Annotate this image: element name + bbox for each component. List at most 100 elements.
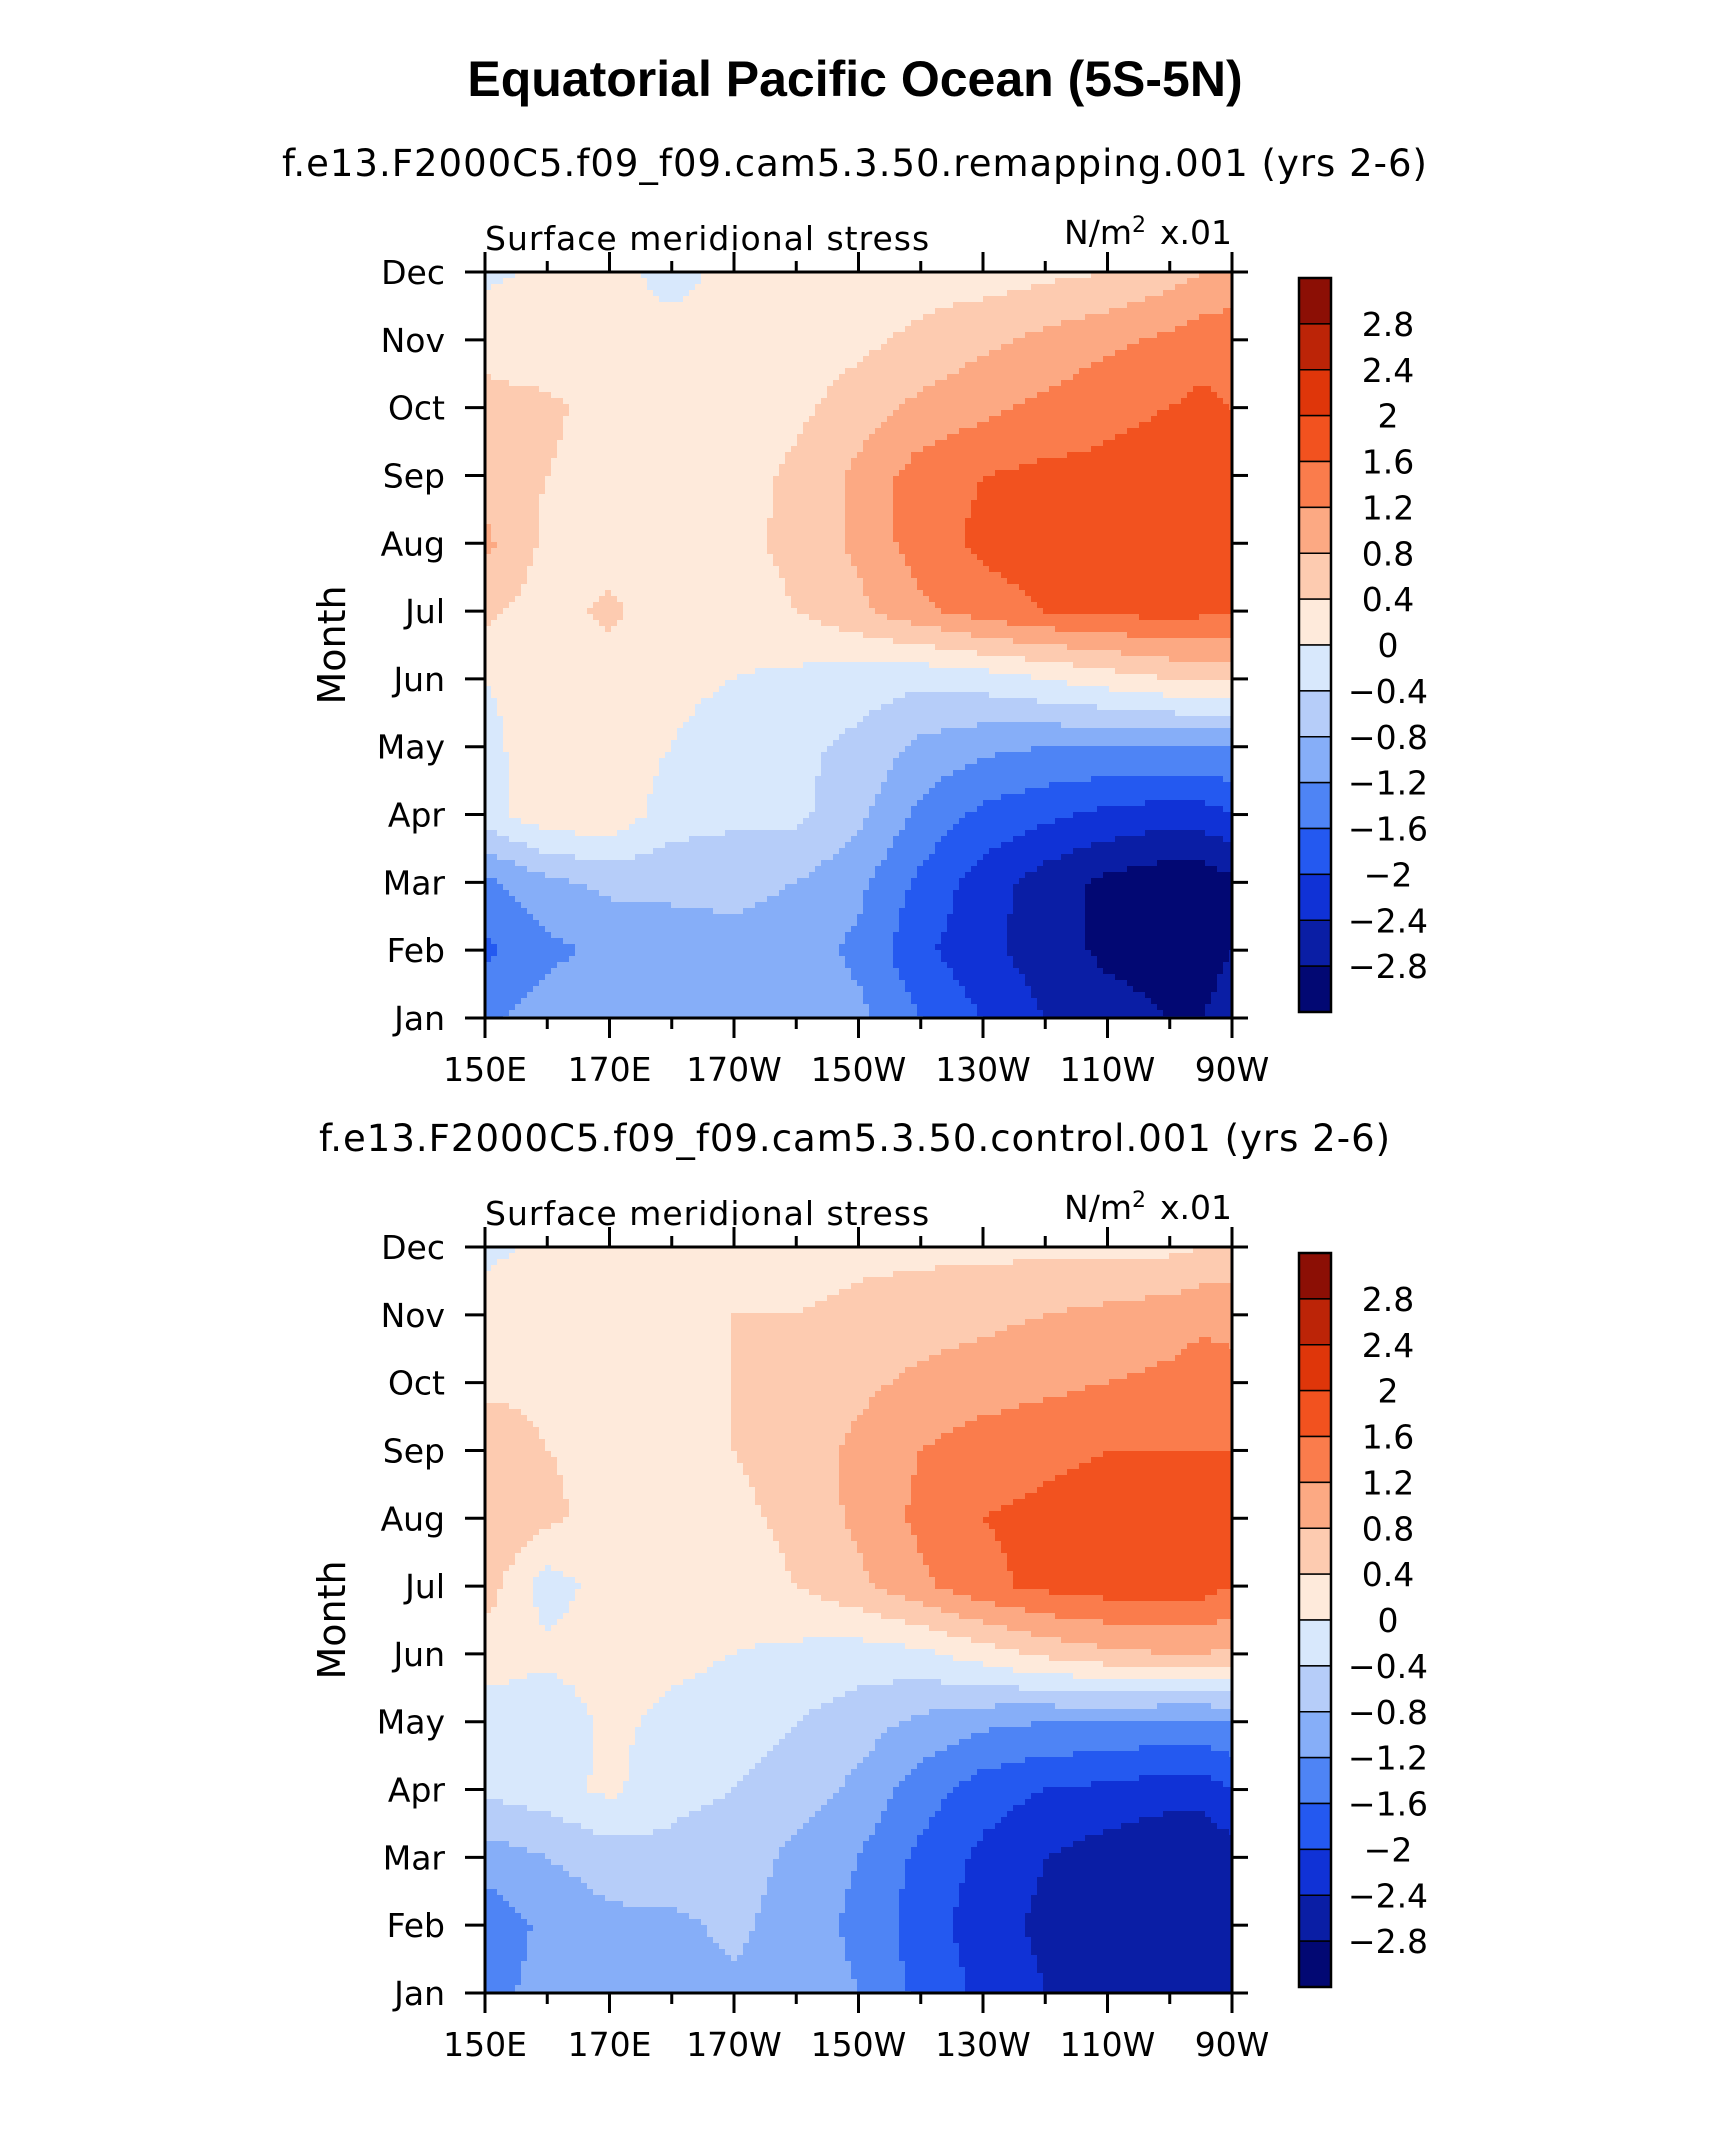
- heatmap-cell-22-97: [1067, 404, 1074, 411]
- heatmap-cell-39-71: [911, 506, 918, 513]
- heatmap-cell-11-71: [911, 338, 918, 345]
- heatmap-cell-38-107: [1127, 500, 1134, 507]
- heatmap-cell-14-44: [749, 356, 756, 363]
- heatmap-cell-16-39: [719, 368, 726, 375]
- heatmap-cell-13-47: [767, 350, 774, 357]
- heatmap-cell-27-26: [641, 434, 648, 441]
- heatmap-cell-0-31: [671, 272, 678, 279]
- heatmap-cell-36-7: [527, 488, 534, 495]
- heatmap-cell-24-5: [515, 416, 522, 423]
- heatmap-cell-1-71: [911, 278, 918, 285]
- heatmap-cell-28-6: [521, 440, 528, 447]
- heatmap-cell-22-49: [779, 404, 786, 411]
- heatmap-cell-34-15: [575, 476, 582, 483]
- heatmap-cell-18-105: [1115, 380, 1122, 387]
- heatmap-cell-39-25: [635, 506, 642, 513]
- heatmap-cell-4-99: [1079, 296, 1086, 303]
- heatmap-cell-9-53: [803, 326, 810, 333]
- heatmap-cell-7-56: [821, 314, 828, 321]
- heatmap-cell-32-12: [557, 464, 564, 471]
- heatmap-cell-39-67: [887, 506, 894, 513]
- heatmap-cell-10-65: [875, 332, 882, 339]
- heatmap-cell-7-60: [845, 314, 852, 321]
- heatmap-cell-32-8: [533, 464, 540, 471]
- heatmap-cell-30-12: [557, 452, 564, 459]
- heatmap-cell-11-96: [1061, 338, 1068, 345]
- heatmap-cell-7-41: [731, 314, 738, 321]
- heatmap-cell-14-34: [689, 356, 696, 363]
- heatmap-cell-7-102: [1097, 314, 1104, 321]
- heatmap-cell-3-98: [1073, 290, 1080, 297]
- heatmap-cell-22-62: [857, 404, 864, 411]
- heatmap-cell-0-60: [845, 272, 852, 279]
- heatmap-cell-3-86: [1001, 290, 1008, 297]
- heatmap-cell-15-43: [743, 362, 750, 369]
- heatmap-cell-36-113: [1163, 488, 1170, 495]
- heatmap-cell-0-118: [1193, 272, 1200, 279]
- heatmap-cell-2-101: [1091, 284, 1098, 291]
- heatmap-cell-34-112: [1157, 476, 1164, 483]
- heatmap-cell-32-51: [791, 464, 798, 471]
- heatmap-cell-1-117: [1187, 278, 1194, 285]
- heatmap-cell-36-22: [617, 488, 624, 495]
- heatmap-cell-19-79: [959, 386, 966, 393]
- heatmap-cell-38-116: [1181, 500, 1188, 507]
- heatmap-cell-21-64: [869, 398, 876, 405]
- heatmap-cell-22-38: [713, 404, 720, 411]
- heatmap-cell-27-57: [827, 434, 834, 441]
- heatmap-cell-19-66: [881, 386, 888, 393]
- heatmap-cell-17-20: [605, 374, 612, 381]
- heatmap-cell-32-107: [1127, 464, 1134, 471]
- heatmap-cell-6-1: [491, 308, 498, 315]
- heatmap-cell-34-33: [683, 476, 690, 483]
- heatmap-cell-19-48: [773, 386, 780, 393]
- heatmap-cell-34-119: [1199, 476, 1206, 483]
- heatmap-cell-14-85: [995, 356, 1002, 363]
- heatmap-cell-14-112: [1157, 356, 1164, 363]
- heatmap-cell-37-27: [647, 494, 654, 501]
- heatmap-cell-24-114: [1169, 416, 1176, 423]
- heatmap-cell-32-47: [767, 464, 774, 471]
- heatmap-cell-16-87: [1007, 368, 1014, 375]
- heatmap-cell-0-23: [623, 272, 630, 279]
- heatmap-cell-31-60: [845, 458, 852, 465]
- heatmap-cell-22-67: [887, 404, 894, 411]
- heatmap-cell-9-120: [1205, 326, 1212, 333]
- heatmap-cell-10-19: [599, 332, 606, 339]
- heatmap-cell-10-39: [719, 332, 726, 339]
- heatmap-cell-14-29: [659, 356, 666, 363]
- heatmap-cell-15-61: [851, 362, 858, 369]
- heatmap-cell-3-54: [809, 290, 816, 297]
- heatmap-cell-16-109: [1139, 368, 1146, 375]
- heatmap-cell-19-103: [1103, 386, 1110, 393]
- heatmap-cell-9-111: [1151, 326, 1158, 333]
- heatmap-cell-32-110: [1145, 464, 1152, 471]
- heatmap-cell-8-33: [683, 320, 690, 327]
- heatmap-cell-4-69: [899, 296, 906, 303]
- heatmap-cell-12-44: [749, 344, 756, 351]
- heatmap-cell-36-56: [821, 488, 828, 495]
- heatmap-cell-37-20: [605, 494, 612, 501]
- heatmap-cell-25-122: [1217, 422, 1224, 429]
- heatmap-cell-12-45: [755, 344, 762, 351]
- heatmap-cell-7-96: [1061, 314, 1068, 321]
- heatmap-cell-35-24: [629, 482, 636, 489]
- heatmap-cell-38-15: [575, 500, 582, 507]
- heatmap-cell-36-15: [575, 488, 582, 495]
- heatmap-cell-11-53: [803, 338, 810, 345]
- heatmap-cell-12-18: [593, 344, 600, 351]
- heatmap-cell-13-82: [977, 350, 984, 357]
- heatmap-cell-32-1: [491, 464, 498, 471]
- heatmap-cell-33-58: [833, 470, 840, 477]
- heatmap-cell-30-83: [983, 452, 990, 459]
- heatmap-cell-2-45: [755, 284, 762, 291]
- heatmap-cell-3-4: [509, 290, 516, 297]
- heatmap-cell-11-44: [749, 338, 756, 345]
- heatmap-cell-0-78: [953, 272, 960, 279]
- heatmap-cell-22-16: [581, 404, 588, 411]
- heatmap-cell-25-19: [599, 422, 606, 429]
- heatmap-cell-34-83: [983, 476, 990, 483]
- heatmap-cell-1-14: [569, 278, 576, 285]
- heatmap-cell-21-55: [815, 398, 822, 405]
- heatmap-cell-4-10: [545, 296, 552, 303]
